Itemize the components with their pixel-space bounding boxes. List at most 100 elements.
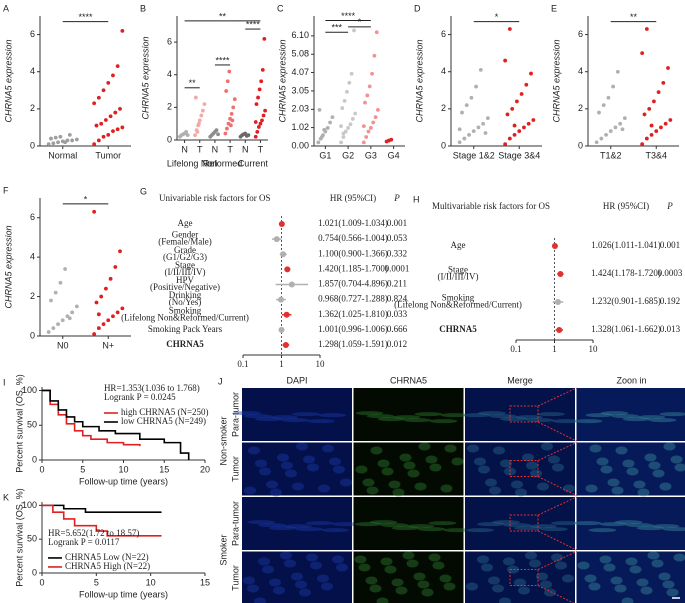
tissue-texture (391, 526, 420, 531)
tissue-texture (269, 578, 281, 587)
tissue-texture (673, 553, 685, 562)
tissue-texture (381, 467, 394, 476)
p-value: 0.053 (387, 233, 408, 243)
tissue-texture (432, 561, 445, 570)
data-point (328, 120, 332, 125)
data-point (507, 27, 512, 31)
tissue-texture (417, 580, 430, 589)
y-tick-label: 0.00 (291, 140, 309, 150)
tissue-texture (603, 563, 616, 572)
y-tick-label: 2 (30, 291, 35, 301)
y-axis-label: CHRNA5 expression (277, 39, 287, 122)
x-tick-label: T (227, 144, 233, 154)
column-header: Merge (507, 375, 533, 385)
row-detail: (No/Yes) (169, 297, 202, 307)
tissue-texture (488, 576, 500, 585)
panel-label: J (218, 376, 223, 386)
data-point (319, 135, 324, 139)
data-point (613, 125, 618, 130)
x-tick-label: T (258, 144, 264, 154)
data-point (361, 124, 366, 129)
x-tick-label: N0 (57, 340, 69, 350)
tissue-texture (259, 467, 271, 476)
significance-label: **** (78, 12, 93, 22)
data-point (96, 138, 101, 143)
hazard-ratio-point (283, 311, 290, 318)
data-point (620, 127, 625, 132)
data-point (101, 134, 106, 139)
tissue-texture (577, 561, 590, 570)
tissue-texture (355, 411, 384, 416)
data-point (361, 140, 366, 145)
data-point (113, 110, 118, 115)
p-value: 0.013 (660, 324, 681, 334)
tissue-texture (622, 459, 635, 468)
micrograph (465, 388, 575, 441)
tissue-texture (262, 565, 274, 574)
tissue-texture (285, 469, 297, 478)
y-tick-label: 0 (32, 454, 37, 464)
tissue-texture (625, 557, 638, 566)
data-point (92, 209, 97, 214)
data-point (113, 265, 118, 269)
tissue-texture (637, 415, 666, 420)
data-point (640, 51, 645, 56)
row-name: Stage (448, 265, 468, 275)
data-point (341, 135, 346, 139)
data-point (666, 66, 670, 70)
tissue-texture (636, 578, 649, 587)
data-point (200, 108, 205, 113)
tissue-texture (258, 557, 270, 566)
tissue-texture (370, 446, 383, 455)
x-tick-label: Stage 3&4 (498, 150, 540, 160)
tissue-texture (511, 480, 523, 489)
y-axis-label: CHRNA5 expression (414, 39, 424, 122)
tissue-texture (537, 482, 549, 491)
y-tick-label: 0 (578, 140, 583, 150)
tissue-texture (541, 442, 553, 451)
data-point (101, 322, 106, 327)
hr-label: 1.001(0.996-1.006) (318, 324, 388, 334)
tissue-texture (489, 486, 501, 495)
tissue-texture (633, 480, 646, 489)
y-tick-label: 6 (167, 36, 172, 46)
tissue-texture (296, 442, 308, 451)
tissue-texture (584, 574, 597, 583)
data-point (481, 121, 486, 126)
tissue-texture (273, 586, 285, 595)
tissue-texture (644, 453, 657, 462)
data-point (227, 69, 232, 74)
data-point (349, 71, 354, 76)
data-point (476, 125, 481, 130)
data-point (651, 99, 656, 104)
tissue-texture (674, 463, 685, 472)
tissue-texture (522, 453, 534, 462)
tissue-texture (391, 578, 404, 587)
data-point (70, 138, 75, 143)
x-tick-label: 15 (200, 577, 210, 587)
panel-label: E (551, 3, 557, 13)
tissue-texture (380, 557, 393, 566)
p-value: 0.192 (660, 296, 680, 306)
data-point (260, 67, 265, 72)
tissue-texture (318, 413, 346, 418)
data-point (316, 140, 321, 145)
micrograph (242, 497, 352, 550)
data-point (118, 106, 122, 111)
column-header: HR (95%CI) (330, 193, 376, 203)
data-point (503, 142, 508, 147)
tissue-texture (362, 478, 375, 487)
row-name: Smoking (442, 293, 475, 303)
zoom-guide (537, 387, 577, 407)
data-point (262, 36, 267, 41)
x-tick-label: 0.1 (510, 344, 521, 354)
data-point (339, 124, 343, 129)
legend-label: CHRNA5 High (N=22) (65, 561, 150, 571)
tissue-texture (537, 412, 565, 417)
y-tick-label: 100 (22, 500, 37, 510)
tissue-texture (648, 461, 661, 470)
tissue-texture (321, 582, 333, 591)
legend-label: CHRNA5 Low (N=22) (65, 552, 149, 562)
hazard-ratio-point (288, 281, 295, 288)
tissue-texture (451, 457, 464, 466)
